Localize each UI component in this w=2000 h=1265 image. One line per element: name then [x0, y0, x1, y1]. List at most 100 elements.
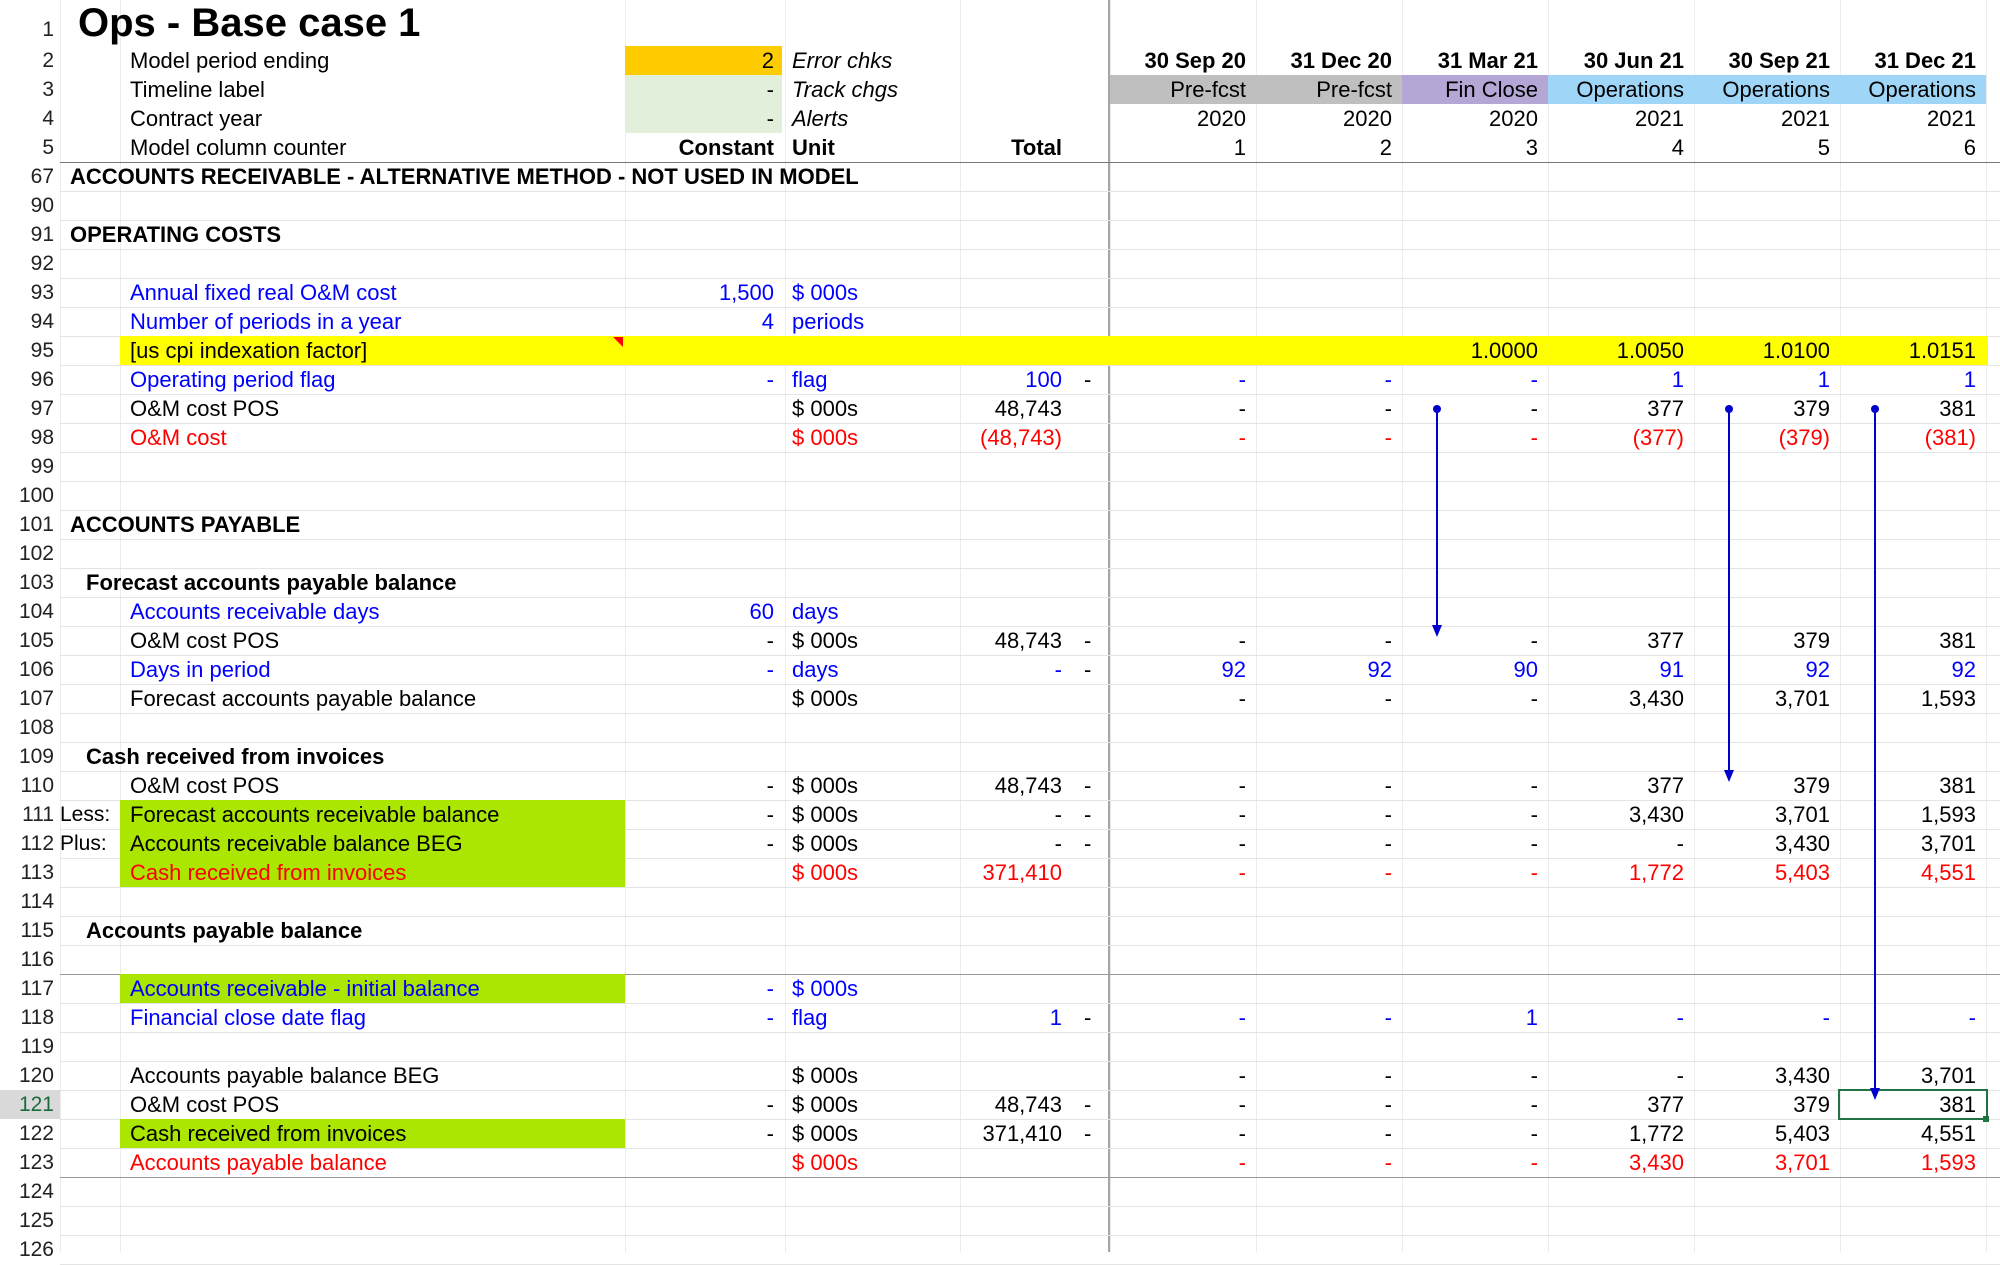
row-label[interactable]: Cash received from invoices	[130, 1121, 407, 1146]
period-value-cell[interactable]: 381	[1939, 628, 1976, 653]
period-value-cell[interactable]	[1256, 336, 1400, 365]
total-dash-cell[interactable]: -	[1084, 1005, 1092, 1030]
row-header[interactable]: 120	[18, 1064, 54, 1087]
row-label[interactable]: O&M cost	[130, 425, 227, 450]
period-value-cell[interactable]: 5,403	[1774, 1121, 1830, 1146]
row-header[interactable]: 112	[20, 832, 54, 855]
header-label[interactable]: Model period ending	[130, 48, 330, 73]
period-value-cell[interactable]: -	[1384, 1063, 1392, 1088]
unit-cell[interactable]: periods	[792, 309, 865, 334]
check-label[interactable]: Track chgs	[792, 77, 898, 102]
constant-cell[interactable]: 60	[749, 599, 774, 624]
row-label[interactable]: Forecast accounts payable balance	[130, 686, 477, 711]
period-value-cell[interactable]: -	[1530, 367, 1538, 392]
row-header[interactable]: 113	[20, 861, 54, 884]
period-value-cell[interactable]: -	[1530, 628, 1538, 653]
check-label[interactable]: Alerts	[792, 106, 849, 131]
header-input-value[interactable]: -	[766, 77, 774, 102]
row-header[interactable]: 4	[42, 107, 54, 130]
period-value-cell[interactable]: 377	[1647, 773, 1684, 798]
period-value-cell[interactable]: 3,430	[1774, 831, 1830, 856]
period-value-cell[interactable]: -	[1238, 773, 1246, 798]
row-header[interactable]: 122	[18, 1122, 54, 1145]
total-cell[interactable]: 371,410	[982, 1121, 1062, 1146]
period-value-cell[interactable]: 1,772	[1628, 860, 1684, 885]
unit-cell[interactable]: $ 000s	[792, 280, 859, 305]
period-value-cell[interactable]: 381	[1939, 396, 1976, 421]
period-counter[interactable]: 6	[1963, 135, 1976, 160]
period-value-cell[interactable]: -	[1384, 831, 1392, 856]
total-cell[interactable]: 48,743	[994, 628, 1062, 653]
period-value-cell[interactable]: -	[1676, 1005, 1684, 1030]
period-date[interactable]: 31 Dec 20	[1290, 48, 1392, 73]
phase-label[interactable]: Operations	[1722, 77, 1830, 102]
header-input-value[interactable]: 2	[761, 48, 774, 73]
period-value-cell[interactable]: -	[1384, 628, 1392, 653]
period-value-cell[interactable]: 4,551	[1920, 1121, 1976, 1146]
period-value-cell[interactable]: 1.0100	[1762, 338, 1830, 363]
row-header[interactable]: 103	[18, 571, 54, 594]
period-value-cell[interactable]: -	[1530, 1092, 1538, 1117]
period-value-cell[interactable]: -	[1530, 802, 1538, 827]
row-header[interactable]: 118	[20, 1006, 54, 1029]
row-header[interactable]: 114	[20, 890, 54, 913]
period-value-cell[interactable]: -	[1384, 367, 1392, 392]
row-header[interactable]: 67	[30, 165, 54, 188]
period-value-cell[interactable]: -	[1238, 1150, 1246, 1175]
period-value-cell[interactable]: 381	[1939, 1092, 1976, 1117]
period-date[interactable]: 31 Mar 21	[1437, 48, 1538, 73]
period-date[interactable]: 30 Jun 21	[1583, 48, 1684, 73]
check-label[interactable]: Error chks	[792, 48, 893, 73]
row-header[interactable]: 92	[30, 252, 54, 275]
row-header[interactable]: 104	[18, 600, 54, 623]
period-value-cell[interactable]: 92	[1221, 657, 1246, 682]
period-counter[interactable]: 3	[1525, 135, 1538, 160]
period-value-cell[interactable]: 379	[1793, 396, 1830, 421]
period-year[interactable]: 2021	[1927, 106, 1976, 131]
period-date[interactable]: 31 Dec 21	[1874, 48, 1976, 73]
period-value-cell[interactable]: -	[1384, 425, 1392, 450]
row-header[interactable]: 98	[30, 426, 54, 449]
row-label[interactable]: OPERATING COSTS	[70, 222, 282, 247]
period-value-cell[interactable]: 92	[1367, 657, 1392, 682]
period-value-cell[interactable]: 91	[1659, 657, 1684, 682]
row-header[interactable]: 3	[42, 78, 54, 101]
unit-cell[interactable]: $ 000s	[792, 976, 859, 1001]
row-label[interactable]: Number of periods in a year	[130, 309, 402, 334]
row-header[interactable]: 97	[30, 397, 54, 420]
unit-cell[interactable]: flag	[792, 367, 828, 392]
period-value-cell[interactable]: 377	[1647, 396, 1684, 421]
period-value-cell[interactable]: (377)	[1632, 425, 1684, 450]
row-header[interactable]: 121	[0, 1090, 60, 1119]
row-label[interactable]: ACCOUNTS PAYABLE	[70, 512, 301, 537]
row-label[interactable]: [us cpi indexation factor]	[130, 338, 368, 363]
period-value-cell[interactable]: -	[1384, 396, 1392, 421]
phase-label[interactable]: Fin Close	[1445, 77, 1538, 102]
period-value-cell[interactable]: -	[1676, 831, 1684, 856]
total-dash-cell[interactable]: -	[1084, 657, 1092, 682]
phase-label[interactable]: Pre-fcst	[1316, 77, 1392, 102]
period-value-cell[interactable]: -	[1238, 628, 1246, 653]
row-header[interactable]: 126	[18, 1238, 54, 1261]
period-date[interactable]: 30 Sep 20	[1144, 48, 1246, 73]
period-date[interactable]: 30 Sep 21	[1728, 48, 1830, 73]
row-label[interactable]: Financial close date flag	[130, 1005, 367, 1030]
row-label[interactable]: O&M cost POS	[130, 1092, 280, 1117]
constant-cell[interactable]: -	[766, 802, 774, 827]
unit-cell[interactable]: $ 000s	[792, 1150, 859, 1175]
row-label[interactable]: Accounts receivable days	[130, 599, 380, 624]
constant-cell[interactable]: -	[766, 831, 774, 856]
period-value-cell[interactable]: 3,701	[1774, 1150, 1830, 1175]
header-label[interactable]: Contract year	[130, 106, 263, 131]
selected-cell[interactable]	[1838, 1089, 1988, 1120]
constant-cell[interactable]: -	[766, 773, 774, 798]
row-header[interactable]: 1	[42, 18, 54, 41]
constant-cell[interactable]: -	[766, 1005, 774, 1030]
period-value-cell[interactable]: 92	[1805, 657, 1830, 682]
period-value-cell[interactable]: -	[1968, 1005, 1976, 1030]
period-year[interactable]: 2020	[1489, 106, 1538, 131]
row-header[interactable]: 115	[20, 919, 54, 942]
unit-cell[interactable]: flag	[792, 1005, 828, 1030]
period-counter[interactable]: 2	[1379, 135, 1392, 160]
period-counter[interactable]: 5	[1817, 135, 1830, 160]
